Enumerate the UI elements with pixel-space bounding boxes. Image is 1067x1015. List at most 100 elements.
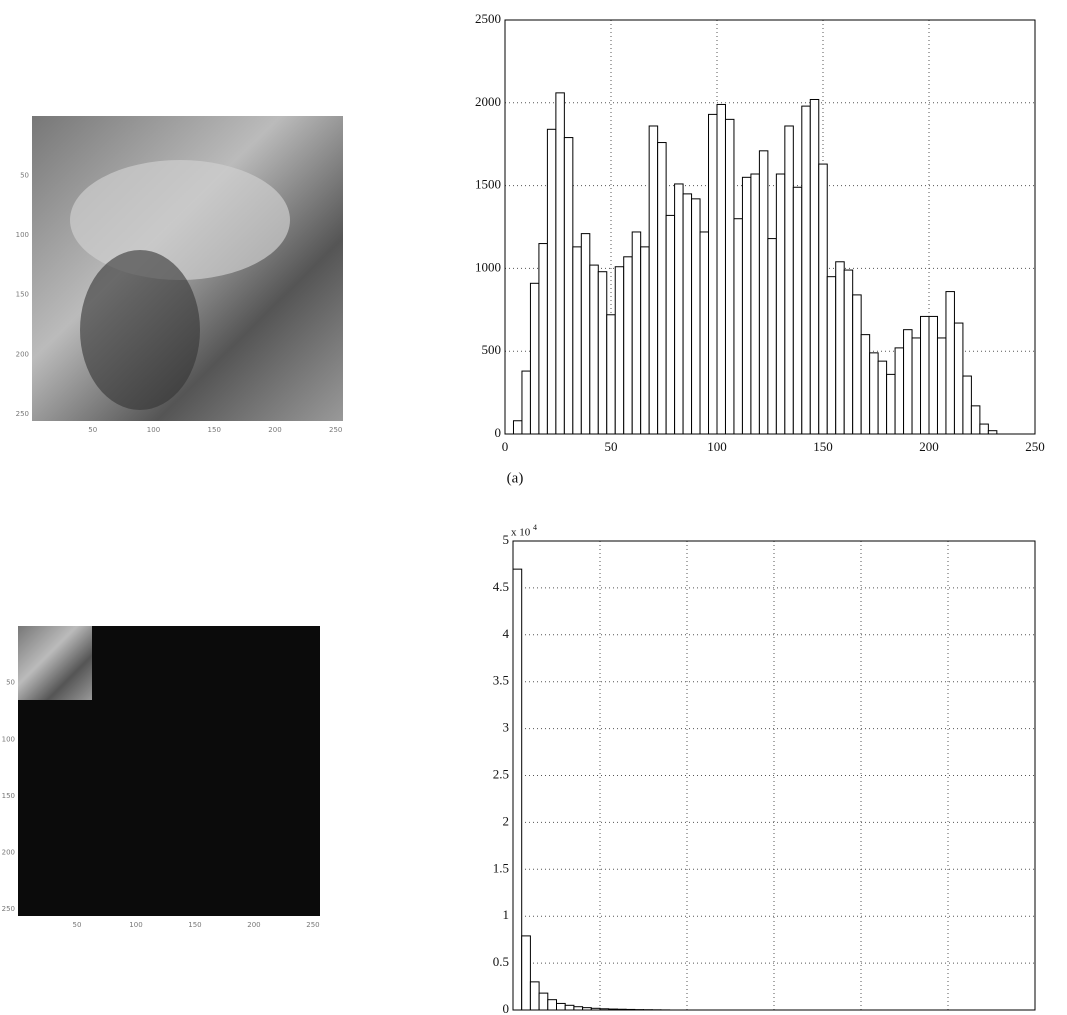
bar <box>692 199 700 434</box>
image-x-tick-label: 200 <box>247 921 260 929</box>
bar <box>802 106 810 434</box>
bar <box>573 247 581 434</box>
bar <box>971 406 979 434</box>
bar <box>878 361 886 434</box>
figure: 5010015020025050100150200250501001502002… <box>0 0 1067 1015</box>
bar <box>768 239 776 434</box>
bar <box>598 272 606 434</box>
bar <box>751 174 759 434</box>
bar <box>895 348 903 434</box>
bar <box>513 421 521 434</box>
y-tick-label: 5 <box>503 532 510 547</box>
x-tick-label: 200 <box>919 439 939 454</box>
image-x-tick-label: 100 <box>129 921 142 929</box>
image-y-tick-label: 150 <box>16 291 29 299</box>
bar <box>641 247 649 434</box>
y-tick-label: 500 <box>482 342 502 357</box>
bar <box>658 143 666 434</box>
y-tick-label: 1500 <box>475 177 501 192</box>
bar <box>632 232 640 434</box>
bar <box>827 277 835 434</box>
bar <box>522 936 531 1010</box>
bar <box>683 194 691 434</box>
image-x-tick-label: 150 <box>208 426 221 434</box>
bar <box>522 371 530 434</box>
y-scale-label: x 10 <box>511 527 531 539</box>
x-tick-label: 250 <box>1025 439 1045 454</box>
bar <box>819 164 827 434</box>
bar <box>836 262 844 434</box>
bar <box>937 338 945 434</box>
image-x-tick-label: 50 <box>88 426 97 434</box>
bar <box>564 138 572 434</box>
bar <box>649 126 657 434</box>
bar <box>717 104 725 434</box>
bar <box>615 267 623 434</box>
image-y-tick-label: 250 <box>2 905 15 913</box>
y-tick-label: 2000 <box>475 94 501 109</box>
caption: (a) <box>507 470 524 486</box>
image-x-tick-label: 200 <box>268 426 281 434</box>
bar <box>759 151 767 434</box>
bar <box>954 323 962 434</box>
bar <box>810 99 818 434</box>
bar <box>904 330 912 434</box>
image-y-tick-label: 250 <box>16 410 29 418</box>
image-y-tick-label: 150 <box>2 792 15 800</box>
bar <box>742 177 750 434</box>
x-tick-label: 50 <box>605 439 618 454</box>
bar <box>539 993 548 1010</box>
y-tick-label: 2 <box>503 813 510 828</box>
bar <box>963 376 971 434</box>
bar <box>853 295 861 434</box>
y-tick-label: 0.5 <box>493 954 509 969</box>
y-tick-label: 3.5 <box>493 673 509 688</box>
bar <box>624 257 632 434</box>
image-x-tick-label: 100 <box>147 426 160 434</box>
bar <box>513 569 522 1010</box>
bar <box>887 374 895 434</box>
y-tick-label: 2500 <box>475 11 501 26</box>
image-y-tick-label: 100 <box>2 735 15 743</box>
bar <box>590 265 598 434</box>
bar <box>581 234 589 434</box>
y-tick-label: 2.5 <box>493 766 509 781</box>
bar <box>530 283 538 434</box>
bar <box>725 119 733 434</box>
bar <box>929 316 937 434</box>
y-scale-exponent: 4 <box>533 523 537 532</box>
y-tick-label: 1000 <box>475 259 501 274</box>
bar <box>734 219 742 434</box>
y-tick-label: 1 <box>503 907 510 922</box>
bar <box>565 1005 574 1010</box>
bar <box>844 270 852 434</box>
y-tick-label: 1.5 <box>493 860 509 875</box>
bar <box>548 1000 557 1010</box>
bar <box>539 244 547 434</box>
x-tick-label: 0 <box>502 439 509 454</box>
bar <box>793 187 801 434</box>
bar <box>921 316 929 434</box>
y-tick-label: 0 <box>503 1001 510 1015</box>
bar <box>530 982 539 1010</box>
x-tick-label: 100 <box>707 439 727 454</box>
image-x-tick-label: 250 <box>306 921 319 929</box>
x-tick-label: 150 <box>813 439 833 454</box>
image-y-tick-label: 50 <box>6 679 15 687</box>
bar <box>946 292 954 434</box>
bar <box>861 335 869 434</box>
image-y-tick-label: 50 <box>20 172 29 180</box>
bar <box>912 338 920 434</box>
photo-detail <box>70 160 290 280</box>
bar <box>700 232 708 434</box>
bar <box>675 184 683 434</box>
y-tick-label: 4 <box>503 626 510 641</box>
bar <box>607 315 615 434</box>
bar <box>870 353 878 434</box>
photo-inset <box>18 626 92 700</box>
bar <box>556 93 564 434</box>
image-x-tick-label: 50 <box>73 921 82 929</box>
bar <box>547 129 555 434</box>
photo-detail <box>80 250 200 410</box>
image-y-tick-label: 100 <box>16 231 29 239</box>
